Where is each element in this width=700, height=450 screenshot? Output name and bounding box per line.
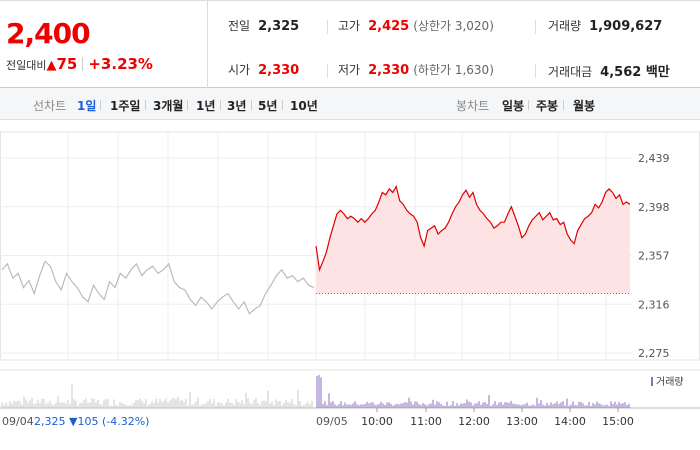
divider bbox=[82, 57, 84, 71]
divider bbox=[251, 100, 252, 110]
stat-amount: 거래대금 4,562 백만 bbox=[548, 61, 670, 80]
stat-label: 거래대금 bbox=[548, 65, 593, 79]
price-chart[interactable]: 2,439 2,398 2,357 2,316 2,275 거래량 09/04 2,325… bbox=[0, 120, 700, 450]
tab-5years[interactable]: 5년 bbox=[258, 99, 278, 113]
volume-legend-swatch bbox=[651, 377, 653, 386]
candle-chart-title: 봉차트 bbox=[456, 99, 490, 113]
x-axis-ticks: 09/04 2,325 ▼105 (-4.32%) 09/05 10:00 11:00 1… bbox=[2, 408, 634, 428]
price-box: 2,400 전일대비▲75 +3.23% bbox=[0, 1, 208, 89]
tab-3years[interactable]: 3년 bbox=[227, 99, 247, 113]
current-price: 2,400 bbox=[6, 17, 91, 50]
divider bbox=[327, 64, 328, 78]
tab-10years[interactable]: 10년 bbox=[290, 99, 318, 113]
x-tick-label: 15:00 bbox=[602, 415, 634, 428]
x-tick-label: 12:00 bbox=[458, 415, 490, 428]
stat-label: 시가 bbox=[228, 63, 251, 77]
stat-value: 2,330 bbox=[368, 63, 410, 78]
today-area bbox=[315, 184, 631, 295]
x-tick-label: 10:00 bbox=[361, 415, 393, 428]
change-percent: +3.23% bbox=[88, 55, 153, 73]
divider bbox=[220, 100, 221, 110]
quote-header: 2,400 전일대비▲75 +3.23% 전일 2,325 고가 2,425 (상한가 … bbox=[0, 0, 700, 89]
stat-prev: 전일 2,325 bbox=[228, 17, 299, 34]
prev-close-summary: 2,325 ▼105 (-4.32%) bbox=[34, 415, 149, 428]
x-tick-label: 14:00 bbox=[554, 415, 586, 428]
y-tick-label: 2,398 bbox=[638, 201, 670, 214]
y-tick-label: 2,439 bbox=[638, 152, 670, 165]
x-tick-date-prev: 09/04 bbox=[2, 415, 34, 428]
change-label: 전일대비 bbox=[6, 59, 47, 72]
stat-label: 전일 bbox=[228, 19, 251, 33]
divider bbox=[327, 20, 328, 34]
x-tick-date-today: 09/05 bbox=[316, 415, 348, 428]
divider bbox=[100, 100, 101, 110]
stat-value: 2,325 bbox=[258, 19, 300, 34]
y-tick-label: 2,316 bbox=[638, 298, 670, 311]
x-tick-label: 13:00 bbox=[506, 415, 538, 428]
y-tick-label: 2,357 bbox=[638, 250, 670, 263]
tab-monthly-candle[interactable]: 월봉 bbox=[573, 99, 596, 113]
divider bbox=[282, 100, 283, 110]
y-tick-label: 2,275 bbox=[638, 347, 670, 360]
stat-value: 1,909,627 bbox=[589, 19, 663, 34]
volume-legend-label: 거래량 bbox=[656, 376, 684, 388]
stat-sub: (상한가 3,020) bbox=[413, 19, 494, 33]
tab-1year[interactable]: 1년 bbox=[196, 99, 216, 113]
prev-day-area bbox=[1, 260, 315, 315]
up-arrow-icon: ▲ bbox=[46, 58, 57, 73]
change-line: 전일대비▲75 +3.23% bbox=[6, 55, 153, 73]
stat-value: 2,425 bbox=[368, 19, 410, 34]
today-price-fill bbox=[316, 186, 630, 294]
divider bbox=[145, 100, 146, 110]
chart-tabs: 선차트 1일 1주일 3개월 1년 3년 5년 10년 봉차트 일봉 주봉 월봉 bbox=[0, 88, 700, 120]
stat-open: 시가 2,330 bbox=[228, 61, 299, 78]
stat-value: 2,330 bbox=[258, 63, 300, 78]
tab-1day[interactable]: 1일 bbox=[77, 99, 97, 113]
tab-weekly-candle[interactable]: 주봉 bbox=[536, 99, 559, 113]
today-price-line bbox=[315, 184, 631, 272]
tab-daily-candle[interactable]: 일봉 bbox=[502, 99, 525, 113]
divider bbox=[528, 100, 529, 110]
stat-sub: (하한가 1,630) bbox=[413, 63, 494, 77]
stat-volume: 거래량 1,909,627 bbox=[548, 17, 662, 34]
divider bbox=[187, 100, 188, 110]
tab-3months[interactable]: 3개월 bbox=[153, 99, 184, 113]
x-tick-label: 11:00 bbox=[410, 415, 442, 428]
divider bbox=[563, 100, 564, 110]
volume-area: 거래량 bbox=[0, 369, 700, 409]
stat-label: 거래량 bbox=[548, 19, 582, 33]
divider bbox=[535, 64, 536, 78]
tab-1week[interactable]: 1주일 bbox=[110, 99, 141, 113]
stat-label: 저가 bbox=[338, 63, 361, 77]
prev-day-price-line bbox=[1, 260, 315, 315]
change-value: 75 bbox=[56, 55, 78, 73]
stat-value: 4,562 백만 bbox=[600, 65, 670, 80]
divider bbox=[535, 20, 536, 34]
stat-label: 고가 bbox=[338, 19, 361, 33]
stat-low: 저가 2,330 (하한가 1,630) bbox=[338, 61, 494, 78]
line-chart-title: 선차트 bbox=[33, 99, 67, 113]
y-axis-ticks: 2,439 2,398 2,357 2,316 2,275 bbox=[638, 152, 670, 360]
stat-high: 고가 2,425 (상한가 3,020) bbox=[338, 17, 494, 34]
